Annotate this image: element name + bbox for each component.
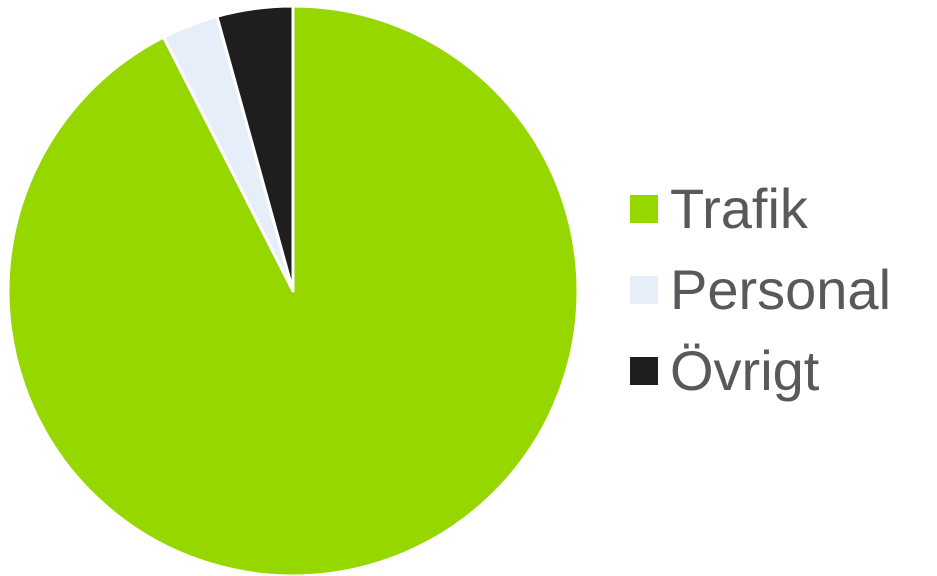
legend: Trafik Personal Övrigt — [630, 168, 891, 411]
legend-label-ovrigt: Övrigt — [670, 338, 820, 402]
legend-item-ovrigt: Övrigt — [630, 330, 891, 411]
pie-slice-ovrigt — [215, 4, 295, 293]
legend-swatch-personal — [630, 275, 658, 304]
legend-swatch-ovrigt — [630, 356, 658, 385]
pie-plot-area — [6, 4, 580, 576]
legend-item-trafik: Trafik — [630, 168, 891, 249]
pie-slices — [6, 4, 580, 576]
legend-label-trafik: Trafik — [670, 176, 808, 240]
legend-swatch-trafik — [630, 194, 658, 223]
legend-item-personal: Personal — [630, 249, 891, 330]
legend-label-personal: Personal — [670, 257, 892, 321]
